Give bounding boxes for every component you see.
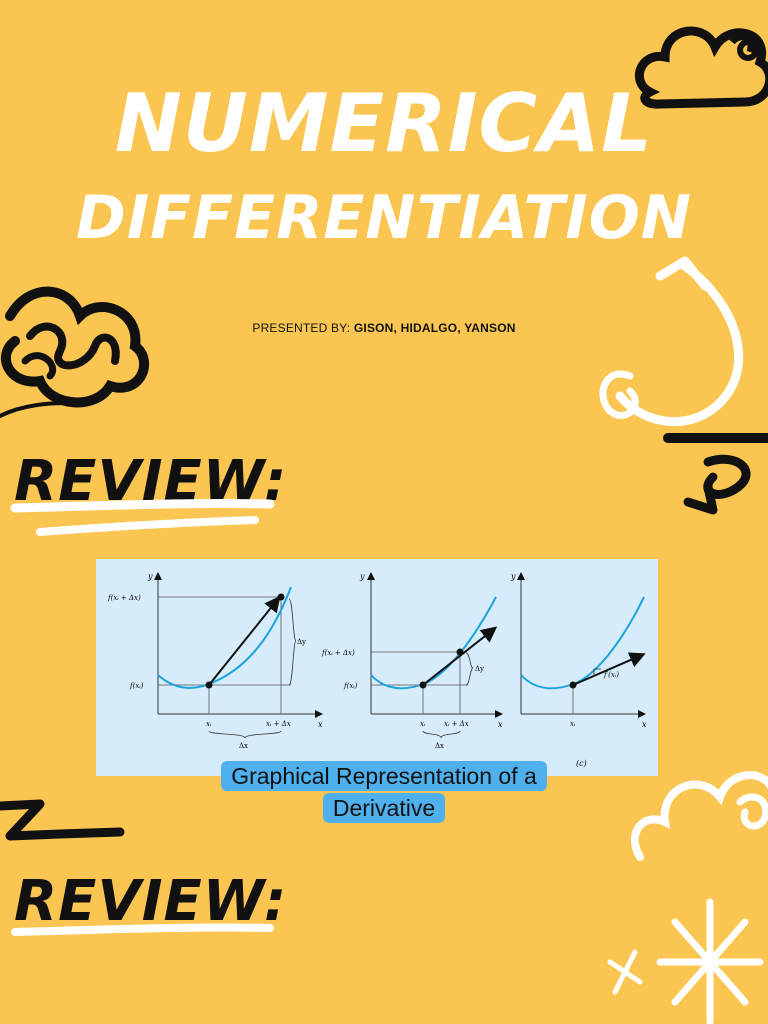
p3-x-axis: x xyxy=(642,720,647,729)
zigzag-icon xyxy=(0,799,125,841)
spiral-arrow-icon xyxy=(663,433,768,515)
p1-delta-x: Δx xyxy=(239,742,248,750)
p3-panel-tag: (c) xyxy=(576,759,587,768)
scribble-cloud-icon xyxy=(0,286,150,418)
p1-delta-y: Δy xyxy=(297,638,306,646)
review-slide-2: REVIEW: xyxy=(0,799,768,1024)
p1-y-axis: y xyxy=(147,572,153,581)
panel-3: y x f′(xᵢ) xᵢ (c) xyxy=(510,572,647,768)
p2-x2: xᵢ + Δx xyxy=(444,720,469,728)
title-slide: Numerical Differentiation PRESENTED BY: … xyxy=(0,0,768,432)
p2-label-top: f(xᵢ + Δx) xyxy=(321,649,355,657)
figure-caption: Graphical Representation of a Derivative xyxy=(186,760,582,832)
p3-x1: xᵢ xyxy=(570,720,576,728)
title-line-2: Differentiation xyxy=(76,183,692,253)
review-slide: REVIEW: y x xyxy=(0,432,768,862)
p1-label-bottom: f(xᵢ) xyxy=(129,682,144,690)
p3-tangent-label: f′(xᵢ) xyxy=(603,671,619,679)
panel-2: y x f(xᵢ + Δx) f(xᵢ) Δy xᵢ xᵢ xyxy=(321,572,503,750)
p1-x1: xᵢ xyxy=(206,720,212,728)
caption-text: Graphical Representation of a Derivative xyxy=(221,761,547,823)
p3-y-axis: y xyxy=(510,572,516,581)
presenters: GISON, HIDALGO, YANSON xyxy=(353,321,516,335)
p2-delta-x: Δx xyxy=(435,742,444,750)
underline-stroke-2-icon xyxy=(11,923,274,936)
presented-label: PRESENTED BY: xyxy=(252,321,351,335)
underline-stroke-icon xyxy=(10,498,275,536)
curved-arrow-icon xyxy=(599,256,744,427)
p1-x2: xᵢ + Δx xyxy=(266,720,291,728)
p2-delta-y: Δy xyxy=(475,665,484,673)
p2-x-axis: x xyxy=(498,720,503,729)
p1-x-axis: x xyxy=(318,720,323,729)
presented-by: PRESENTED BY: GISON, HIDALGO, YANSON xyxy=(0,321,768,335)
review-heading-2: REVIEW: xyxy=(14,869,288,934)
sparkle-icon xyxy=(607,898,764,1024)
p1-label-top: f(xᵢ + Δx) xyxy=(107,594,141,602)
white-cloud-icon xyxy=(630,771,768,861)
p2-label-bottom: f(xᵢ) xyxy=(343,682,358,690)
title-line-1: Numerical xyxy=(114,77,654,170)
p2-y-axis: y xyxy=(359,572,365,581)
p2-x1: xᵢ xyxy=(420,720,426,728)
derivative-figure: y x f(xᵢ + Δx) f(xᵢ) Δy xᵢ xᵢ xyxy=(96,559,658,776)
panel-1: y x f(xᵢ + Δx) f(xᵢ) Δy xᵢ xᵢ xyxy=(107,572,323,750)
cloud-doodle-icon xyxy=(634,26,768,109)
